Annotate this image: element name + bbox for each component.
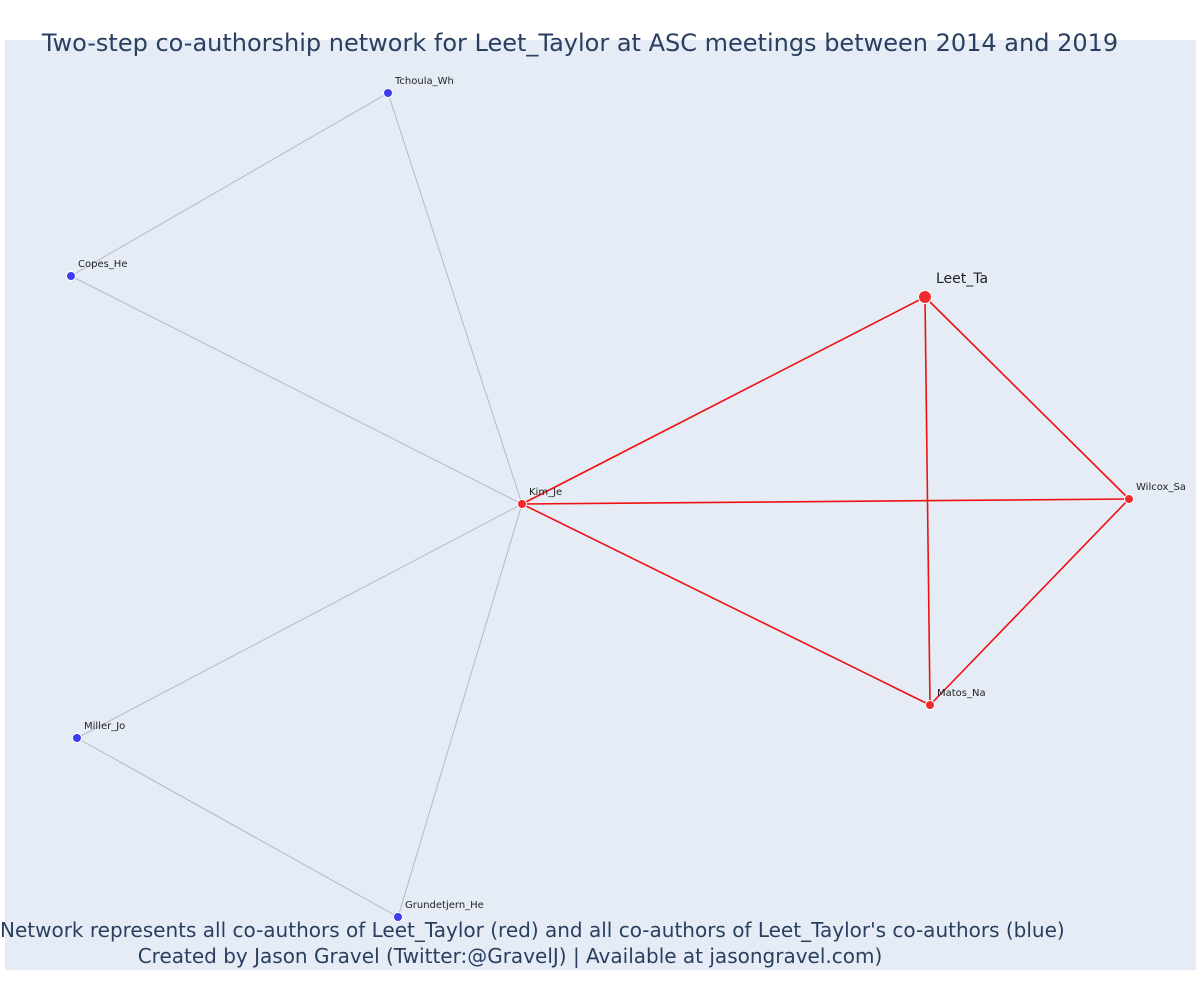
edge-wilcox-matos: [929, 498, 1130, 706]
node-label-miller: Miller_Jo: [84, 721, 125, 732]
edge-kim-wilcox: [521, 498, 1130, 505]
node-matos[interactable]: [925, 700, 935, 710]
edge-tchoula-copes: [70, 92, 389, 277]
node-tchoula[interactable]: [383, 88, 393, 98]
edge-kim-matos: [521, 503, 931, 706]
node-leet[interactable]: [918, 290, 932, 304]
node-label-matos: Matos_Na: [937, 688, 986, 699]
edge-kim-grundetjern: [397, 503, 523, 918]
edge-kim-copes: [70, 275, 523, 505]
node-kim[interactable]: [517, 499, 527, 509]
edge-kim-tchoula: [387, 92, 523, 505]
node-label-wilcox: Wilcox_Sa: [1136, 482, 1186, 493]
node-label-leet: Leet_Ta: [936, 271, 988, 287]
node-layer: [66, 88, 1134, 922]
node-label-kim: Kim_Je: [529, 487, 562, 498]
chart-title: Two-step co-authorship network for Leet_…: [41, 29, 1119, 57]
node-label-copes: Copes_He: [78, 259, 127, 270]
edge-leet-kim: [521, 296, 926, 505]
node-wilcox[interactable]: [1124, 494, 1134, 504]
edge-leet-wilcox: [924, 296, 1130, 500]
edge-miller-grundetjern: [76, 737, 399, 918]
node-miller[interactable]: [72, 733, 82, 743]
node-label-tchoula: Tchoula_Wh: [394, 76, 454, 87]
plot-area: [5, 40, 1196, 970]
node-grundetjern[interactable]: [393, 912, 403, 922]
footer-credit: Created by Jason Gravel (Twitter:@Gravel…: [137, 944, 883, 968]
node-copes[interactable]: [66, 271, 76, 281]
edge-kim-miller: [76, 503, 523, 739]
footer-note: Network represents all co-authors of Lee…: [0, 918, 1065, 942]
edge-layer: [70, 92, 1130, 918]
node-label-grundetjern: Grundetjern_He: [405, 900, 484, 911]
label-layer: Leet_Ta Kim_Je Wilcox_Sa Matos_Na Tchoula_Wh…: [78, 76, 1186, 911]
